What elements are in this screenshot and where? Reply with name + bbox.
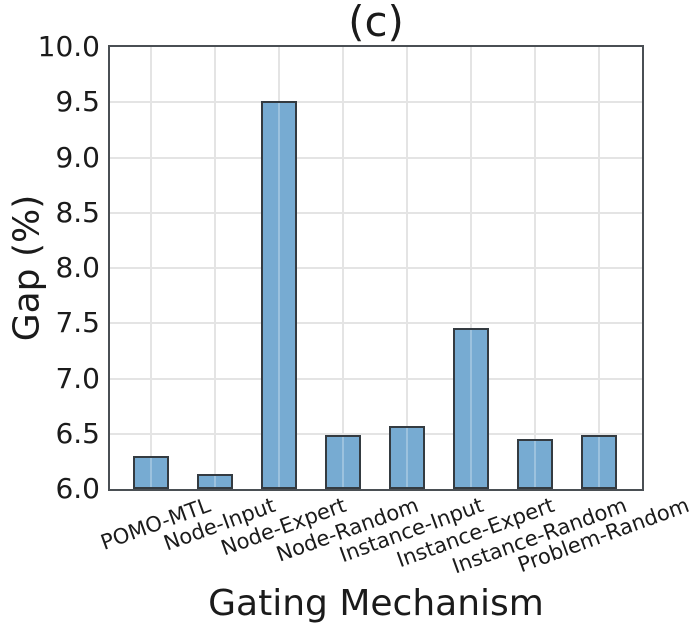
y-tick-label: 8.0 — [55, 251, 100, 284]
bar — [261, 101, 298, 489]
v-gridline — [214, 47, 217, 489]
y-tick-label: 6.0 — [55, 472, 100, 505]
v-gridline — [150, 47, 153, 489]
plot-area — [108, 45, 644, 491]
h-gridline — [110, 267, 642, 269]
bar — [517, 439, 554, 489]
y-tick-label: 9.0 — [55, 140, 100, 174]
bar-grid-overlay — [406, 428, 409, 487]
bar — [133, 455, 170, 489]
bar — [389, 426, 426, 489]
bar-grid-overlay — [342, 436, 345, 487]
bar — [581, 434, 618, 489]
v-gridline — [406, 47, 409, 489]
v-gridline — [342, 47, 345, 489]
h-gridline — [110, 432, 642, 435]
bar-grid-overlay — [214, 475, 217, 487]
bar-grid-overlay — [534, 441, 537, 487]
bar-grid-overlay — [278, 103, 281, 487]
v-gridline — [598, 47, 601, 489]
chart-title: (c) — [348, 0, 404, 46]
bar-grid-overlay — [598, 436, 601, 487]
y-tick-label: 6.5 — [55, 416, 100, 450]
bar-grid-overlay — [470, 329, 473, 487]
bar — [453, 327, 490, 489]
h-gridline — [110, 322, 642, 325]
y-tick-label: 8.5 — [55, 195, 100, 229]
h-gridline — [110, 156, 642, 159]
bar — [197, 473, 234, 489]
bar-grid-overlay — [150, 457, 153, 487]
y-tick-label: 7.5 — [55, 306, 100, 340]
v-gridline — [534, 47, 537, 489]
h-gridline — [110, 211, 642, 214]
h-gridline — [110, 101, 642, 104]
x-axis-label: Gating Mechanism — [208, 583, 544, 624]
bar — [325, 434, 362, 489]
y-tick-label: 10.0 — [37, 30, 100, 63]
y-tick-label: 9.5 — [55, 85, 100, 119]
h-gridline — [110, 377, 642, 380]
y-tick-label: 7.0 — [55, 361, 100, 395]
v-gridline — [470, 47, 473, 489]
